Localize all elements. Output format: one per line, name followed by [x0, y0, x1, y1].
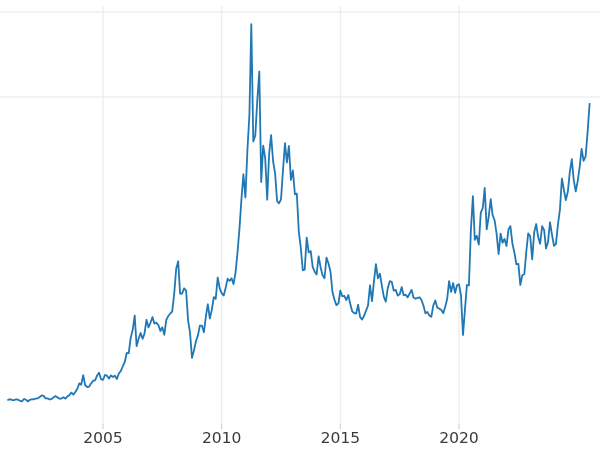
x-axis-label-2020: 2020 — [439, 429, 479, 447]
x-axis-label-2015: 2015 — [320, 429, 361, 447]
x-axis-label-2005: 2005 — [83, 429, 123, 447]
x-axis-label-2010: 2010 — [201, 429, 242, 447]
price-line-series — [7, 23, 591, 403]
